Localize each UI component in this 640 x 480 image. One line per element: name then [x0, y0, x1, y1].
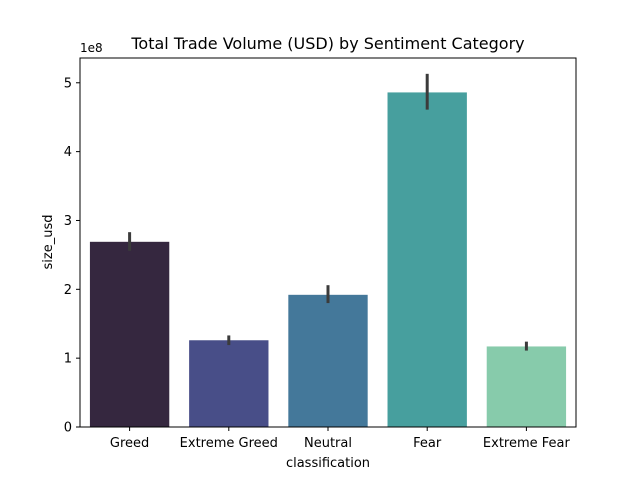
bar-neutral [288, 294, 368, 427]
plot-frame [79, 57, 577, 428]
y-axis-label: size_usd [41, 215, 56, 270]
x-tick-label: Fear [413, 436, 442, 451]
x-tick-label: Extreme Fear [483, 436, 571, 451]
bar-extreme-greed [189, 340, 269, 427]
x-axis-label: classification [286, 456, 370, 471]
y-tick-label: 2 [64, 283, 72, 298]
chart-title: Total Trade Volume (USD) by Sentiment Ca… [130, 34, 524, 53]
y-axis-multiplier: 1e8 [80, 41, 103, 55]
x-tick-label: Neutral [304, 436, 352, 451]
bar-greed [89, 241, 170, 427]
y-tick-label: 3 [64, 214, 72, 229]
y-tick-label: 5 [64, 76, 72, 91]
bar-extreme-fear [486, 346, 567, 427]
y-tick-label: 4 [64, 145, 72, 160]
x-axis: Greed Extreme Greed Neutral Fear Extreme Fea… [110, 427, 571, 451]
x-tick-label: Greed [110, 436, 149, 451]
y-tick-label: 1 [64, 352, 72, 367]
bar-fear [387, 92, 467, 428]
y-axis: 0 1 2 3 4 5 [64, 76, 80, 436]
bars-group [89, 92, 567, 428]
y-tick-label: 0 [64, 421, 72, 436]
error-bars-group [128, 73, 528, 351]
x-tick-label: Extreme Greed [180, 436, 278, 451]
